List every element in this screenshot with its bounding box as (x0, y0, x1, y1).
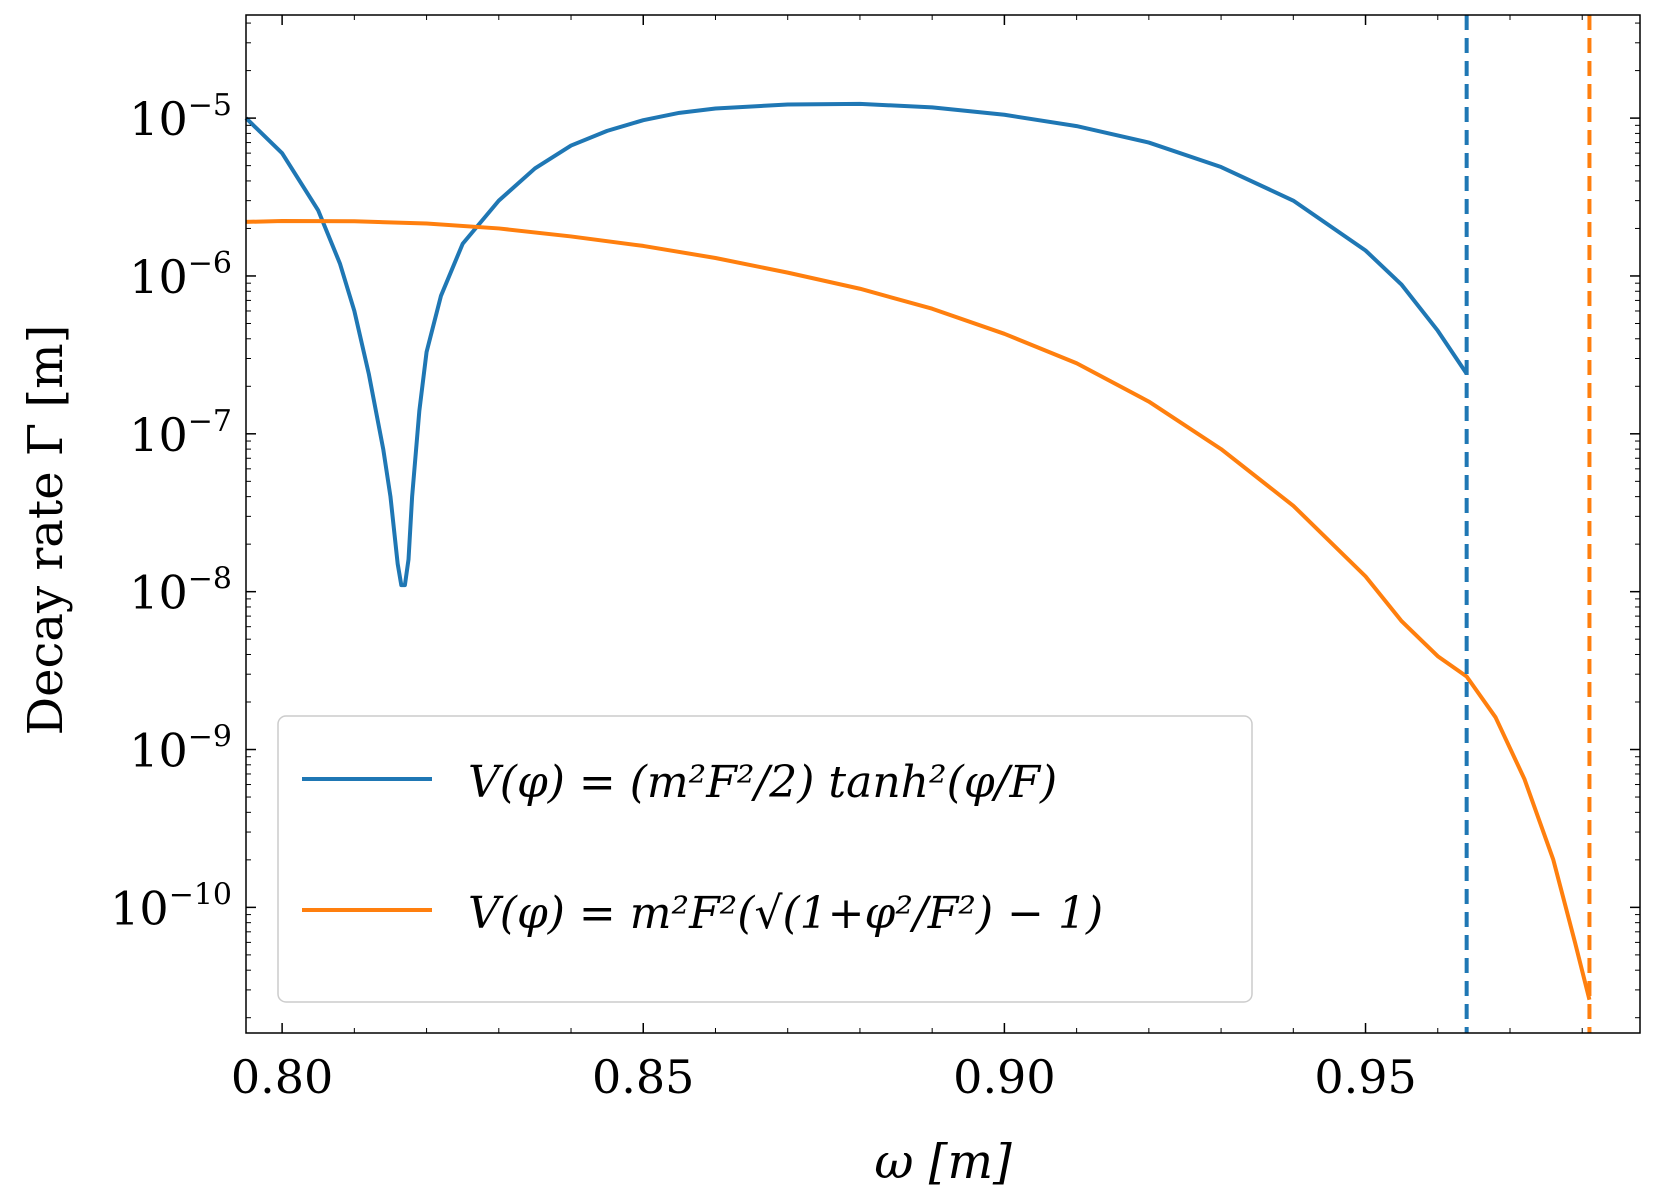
x-tick-label: 0.80 (231, 1050, 333, 1104)
plot-frame (245, 14, 1641, 1034)
legend-label-tanh: V(φ) = (m²F²/2) tanh²(φ/F) (468, 757, 1057, 808)
legend-box (277, 715, 1253, 1003)
series-line-1 (245, 218, 1592, 1001)
y-tick-label: 10−7 (129, 404, 232, 462)
x-axis-title: ω [m] (874, 1134, 1012, 1190)
legend: V(φ) = (m²F²/2) tanh²(φ/F) V(φ) = m²F²(√… (277, 715, 1253, 1003)
plot-lines (244, 15, 1592, 1033)
series-line-0 (244, 101, 1469, 588)
y-tick-label: 10−8 (129, 562, 232, 620)
x-tick-label: 0.90 (953, 1050, 1055, 1104)
legend-label-sqrt: V(φ) = m²F²(√(1+φ²/F²) − 1) (468, 888, 1103, 939)
y-tick-label: 10−6 (129, 246, 232, 304)
y-tick-label: 10−9 (129, 720, 232, 778)
axis-tick-labels: 0.80 0.85 0.90 0.95 10−5 10−6 10−7 10−8 10−9 10−1… (110, 88, 1417, 1104)
y-tick-label: 10−5 (129, 88, 232, 146)
y-tick-label: 10−10 (110, 877, 232, 935)
x-tick-label: 0.85 (592, 1050, 694, 1104)
y-axis-title: Decay rate Γ [m] (18, 325, 74, 736)
axis-ticks (246, 15, 1640, 1033)
x-tick-label: 0.95 (1314, 1050, 1416, 1104)
